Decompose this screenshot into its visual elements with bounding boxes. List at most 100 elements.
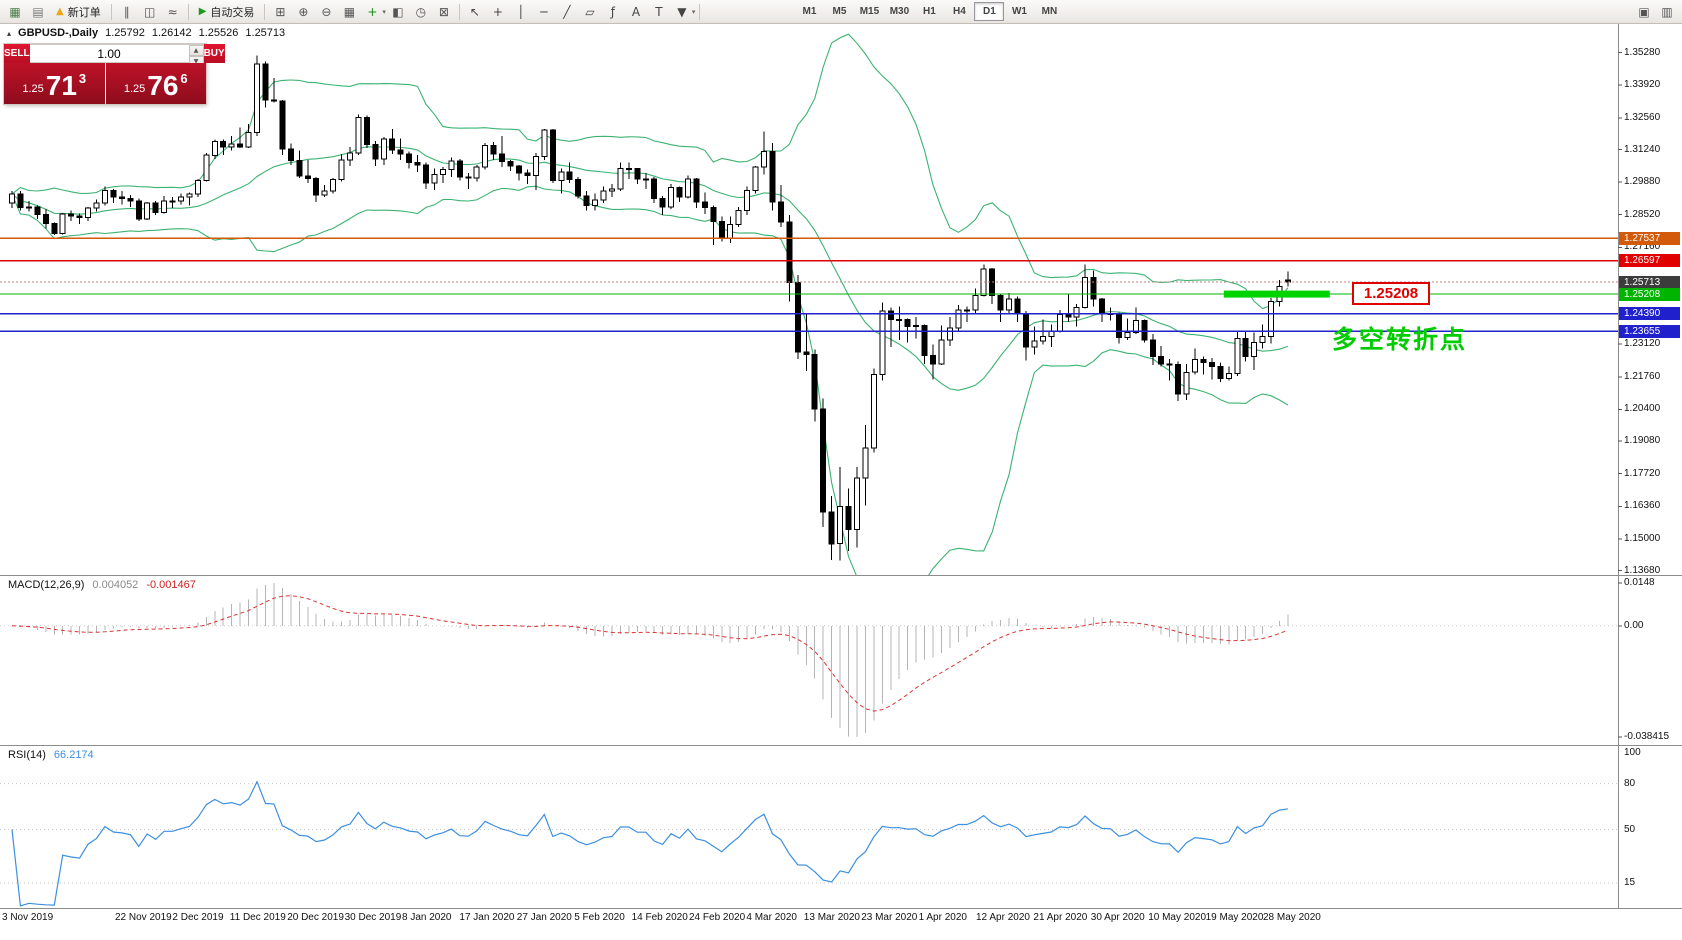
window-list-icon[interactable]: ▥ [1661,4,1673,19]
date-label[interactable]: 4 Mar 2020 [746,912,797,923]
tile-windows-icon[interactable]: ⊞ [275,4,286,19]
date-label[interactable]: 14 Feb 2020 [631,912,688,923]
candlestick-chart-icon[interactable]: ◫ [144,4,156,19]
volume-field: ▲ ▼ [29,44,204,67]
price-level-annotation[interactable]: 1.25208 [1352,282,1430,306]
fibonacci-icon[interactable]: ƒ [610,4,616,19]
sell-price-small: 1.25 [22,83,44,95]
timeframe-button-m5[interactable]: M5 [832,6,847,17]
buy-price-pip: 6 [180,71,188,86]
date-label[interactable]: 30 Dec 2019 [344,912,402,923]
date-label[interactable]: 20 Dec 2019 [287,912,344,923]
new-chart-icon[interactable]: ▦ [9,4,21,19]
text-icon[interactable]: A [631,4,641,19]
dropdown-caret-icon[interactable]: ▾ [382,8,386,16]
templates-icon[interactable]: ◧ [392,4,404,19]
price-badge-1.27537: 1.27537 [1619,231,1680,245]
turning-point-annotation[interactable]: 多空转折点 [1332,324,1468,354]
indicators-icon[interactable]: + [367,4,378,19]
cursor-icon[interactable]: ↖ [469,4,480,19]
channel-icon[interactable]: ▱ [585,4,595,19]
toolbar-separator [110,3,112,20]
buy-button[interactable]: 1.25 76 6 [105,63,206,104]
date-label[interactable]: 5 Feb 2020 [574,912,625,923]
price-badge-1.23655: 1.23655 [1619,324,1680,338]
ohlc-low: 1.25526 [198,27,239,39]
date-label[interactable]: 13 Mar 2020 [803,912,860,923]
price-badge-1.24390: 1.24390 [1619,307,1680,321]
timeframe-button-m1[interactable]: M1 [802,6,817,17]
candles [9,55,1291,561]
buy-price-small: 1.25 [123,83,146,95]
toolbar-separator [187,3,189,20]
toolbar-separator [264,3,266,20]
date-label[interactable]: 22 Nov 2019 [115,912,172,923]
timeframe-button-m15[interactable]: M15 [859,6,880,17]
trade-panel-toggle-icon[interactable]: ▴ [7,28,12,38]
trendline-icon[interactable]: ╱ [563,4,571,19]
date-label[interactable]: 17 Jan 2020 [459,912,515,923]
alerts-icon[interactable]: ⊠ [438,4,449,19]
toolbar-separator [458,3,460,20]
auto-trading-button[interactable]: ▶ 自动交易 [193,2,261,21]
horizontal-line-icon[interactable]: ─ [540,4,548,19]
profiles-icon[interactable]: ▤ [32,4,44,19]
price-tick: 1.16360 [1624,500,1661,512]
timeframe-button-w1[interactable]: W1 [1011,6,1027,17]
rsi-value: 66.2174 [53,749,94,761]
date-label[interactable]: 30 Apr 2020 [1090,912,1145,923]
volume-up-button[interactable]: ▲ [188,45,204,56]
timeframe-button-h4[interactable]: H4 [953,6,966,17]
volume-input[interactable] [29,45,189,62]
symbol-period: GBPUSD-,Daily [18,27,99,39]
date-label[interactable]: 21 Apr 2020 [1033,912,1088,923]
date-label[interactable]: 1 Apr 2020 [918,912,967,923]
date-label[interactable]: 8 Jan 2020 [402,912,452,923]
date-label[interactable]: 2 Dec 2019 [172,912,224,923]
sell-button[interactable]: 1.25 71 3 [4,63,105,104]
timeframe-button-mn[interactable]: MN [1041,6,1058,17]
vertical-line-icon[interactable]: │ [517,4,525,19]
macd-axis-label: 0.00 [1624,619,1644,631]
bar-chart-icon[interactable]: ∥ [123,4,130,19]
support-highlight-segment[interactable] [1223,290,1330,298]
date-label[interactable]: 27 Jan 2020 [516,912,572,923]
timeframe-button-h1[interactable]: H1 [923,6,936,17]
one-click-trading-panel: SELL ▲ ▼ BUY 1.25 71 3 1.25 76 6 [4,44,225,104]
date-label[interactable]: 23 Mar 2020 [861,912,918,923]
grid-icon[interactable]: ▦ [343,4,356,19]
sell-tag: SELL [4,44,30,63]
arrows-icon[interactable]: ▼ [677,4,687,19]
chart-window-icon[interactable]: ▣ [1638,4,1650,19]
date-label[interactable]: 12 Apr 2020 [976,912,1030,923]
new-order-icon: ▲ [56,6,64,17]
price-badge-1.26597: 1.26597 [1619,254,1680,268]
rsi-name: RSI(14) [8,749,46,761]
timeframe-button-m30[interactable]: M30 [889,6,910,17]
date-label[interactable]: 24 Feb 2020 [689,912,746,923]
bollinger-bands [11,33,1289,575]
text-label-icon[interactable]: T [655,4,663,19]
crosshair-icon[interactable]: + [492,4,503,19]
date-label[interactable]: 3 Nov 2019 [2,912,54,923]
dropdown-caret-icon[interactable]: ▾ [691,8,696,16]
date-label[interactable]: 11 Dec 2019 [229,912,286,923]
date-label[interactable]: 10 May 2020 [1148,912,1207,923]
zoom-in-icon[interactable]: ⊕ [298,4,309,19]
line-chart-icon[interactable]: ≈ [167,4,178,19]
new-order-button[interactable]: ▲ 新订单 [50,2,107,21]
date-label[interactable]: 28 May 2020 [1263,912,1321,923]
zoom-out-icon[interactable]: ⊖ [321,4,332,19]
sell-price-big: 71 [45,70,77,101]
macd-name: MACD(12,26,9) [8,579,85,591]
price-tick: 1.19080 [1624,435,1661,447]
timeframe-button-d1[interactable]: D1 [974,2,1005,21]
clock-icon[interactable]: ◷ [415,4,427,19]
date-label[interactable]: 19 May 2020 [1205,912,1264,923]
price-badge-1.25713: 1.25713 [1619,275,1680,289]
rsi-axis-label: 50 [1624,823,1636,835]
new-order-label: 新订单 [67,6,101,19]
